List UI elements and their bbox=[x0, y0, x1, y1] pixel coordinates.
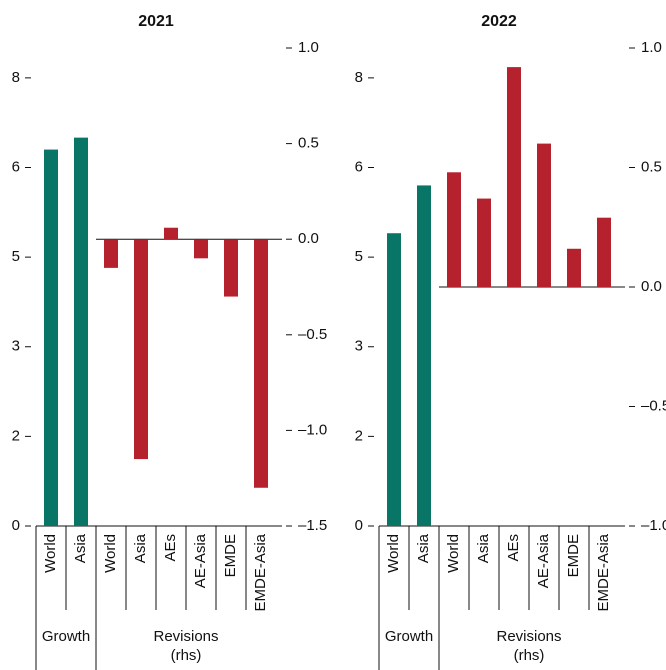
y-tick-label: 2 bbox=[355, 427, 363, 444]
x-tick-label: EMDE-Asia bbox=[252, 533, 269, 611]
y2-tick-label: –0.5 bbox=[298, 326, 327, 343]
bar bbox=[507, 67, 521, 288]
x-tick-label: Asia bbox=[475, 533, 492, 563]
x-tick-label: Asia bbox=[72, 533, 89, 563]
y-tick-label: 3 bbox=[355, 338, 363, 355]
bar bbox=[224, 239, 238, 297]
bar bbox=[417, 185, 431, 527]
x-tick-label: AE-Asia bbox=[192, 533, 209, 588]
bar bbox=[194, 239, 208, 259]
bar bbox=[387, 233, 401, 526]
x-tick-label: AEs bbox=[505, 534, 522, 562]
bar bbox=[567, 248, 581, 287]
y2-tick-label: –0.5 bbox=[641, 397, 666, 414]
y2-tick-label: 0.5 bbox=[298, 135, 319, 152]
x-tick-label: World bbox=[385, 534, 402, 573]
chart-title: 2022 bbox=[481, 13, 517, 30]
group-label: Growth bbox=[385, 628, 433, 645]
bar bbox=[254, 239, 268, 488]
x-tick-label: Asia bbox=[132, 533, 149, 563]
group-label: Revisions bbox=[153, 628, 218, 645]
y-tick-label: 5 bbox=[355, 248, 363, 265]
y-tick-label: 0 bbox=[12, 517, 20, 534]
y2-tick-label: 1.0 bbox=[641, 39, 662, 56]
bar bbox=[164, 227, 178, 240]
x-tick-label: World bbox=[42, 534, 59, 573]
y-tick-label: 5 bbox=[12, 248, 20, 265]
x-tick-label: AE-Asia bbox=[535, 533, 552, 588]
bar bbox=[74, 137, 88, 526]
bar bbox=[537, 143, 551, 287]
group-label: Growth bbox=[42, 628, 90, 645]
chart-title: 2021 bbox=[138, 13, 174, 30]
bar bbox=[597, 217, 611, 287]
x-tick-label: Asia bbox=[415, 533, 432, 563]
x-tick-label: EMDE bbox=[565, 534, 582, 577]
y2-tick-label: 0.0 bbox=[641, 278, 662, 295]
bar bbox=[44, 149, 58, 526]
bar bbox=[134, 239, 148, 460]
y-tick-label: 0 bbox=[355, 517, 363, 534]
x-tick-label: AEs bbox=[162, 534, 179, 562]
group-label: Revisions bbox=[496, 628, 561, 645]
x-tick-label: World bbox=[102, 534, 119, 573]
bar bbox=[104, 239, 118, 268]
y2-tick-label: 0.0 bbox=[298, 230, 319, 247]
bar bbox=[477, 198, 491, 287]
x-tick-label: World bbox=[445, 534, 462, 573]
y-tick-label: 6 bbox=[355, 158, 363, 175]
y2-tick-label: –1.0 bbox=[641, 517, 666, 534]
y-tick-label: 2 bbox=[12, 427, 20, 444]
y2-tick-label: –1.0 bbox=[298, 421, 327, 438]
group-label: (rhs) bbox=[171, 647, 202, 664]
bar bbox=[447, 172, 461, 287]
x-tick-label: EMDE bbox=[222, 534, 239, 577]
x-tick-label: EMDE-Asia bbox=[595, 533, 612, 611]
y2-tick-label: 1.0 bbox=[298, 39, 319, 56]
y-tick-label: 6 bbox=[12, 158, 20, 175]
y2-tick-label: –1.5 bbox=[298, 517, 327, 534]
y-tick-label: 3 bbox=[12, 338, 20, 355]
y-tick-label: 8 bbox=[12, 69, 20, 86]
y2-tick-label: 0.5 bbox=[641, 158, 662, 175]
y-tick-label: 8 bbox=[355, 69, 363, 86]
group-label: (rhs) bbox=[514, 647, 545, 664]
